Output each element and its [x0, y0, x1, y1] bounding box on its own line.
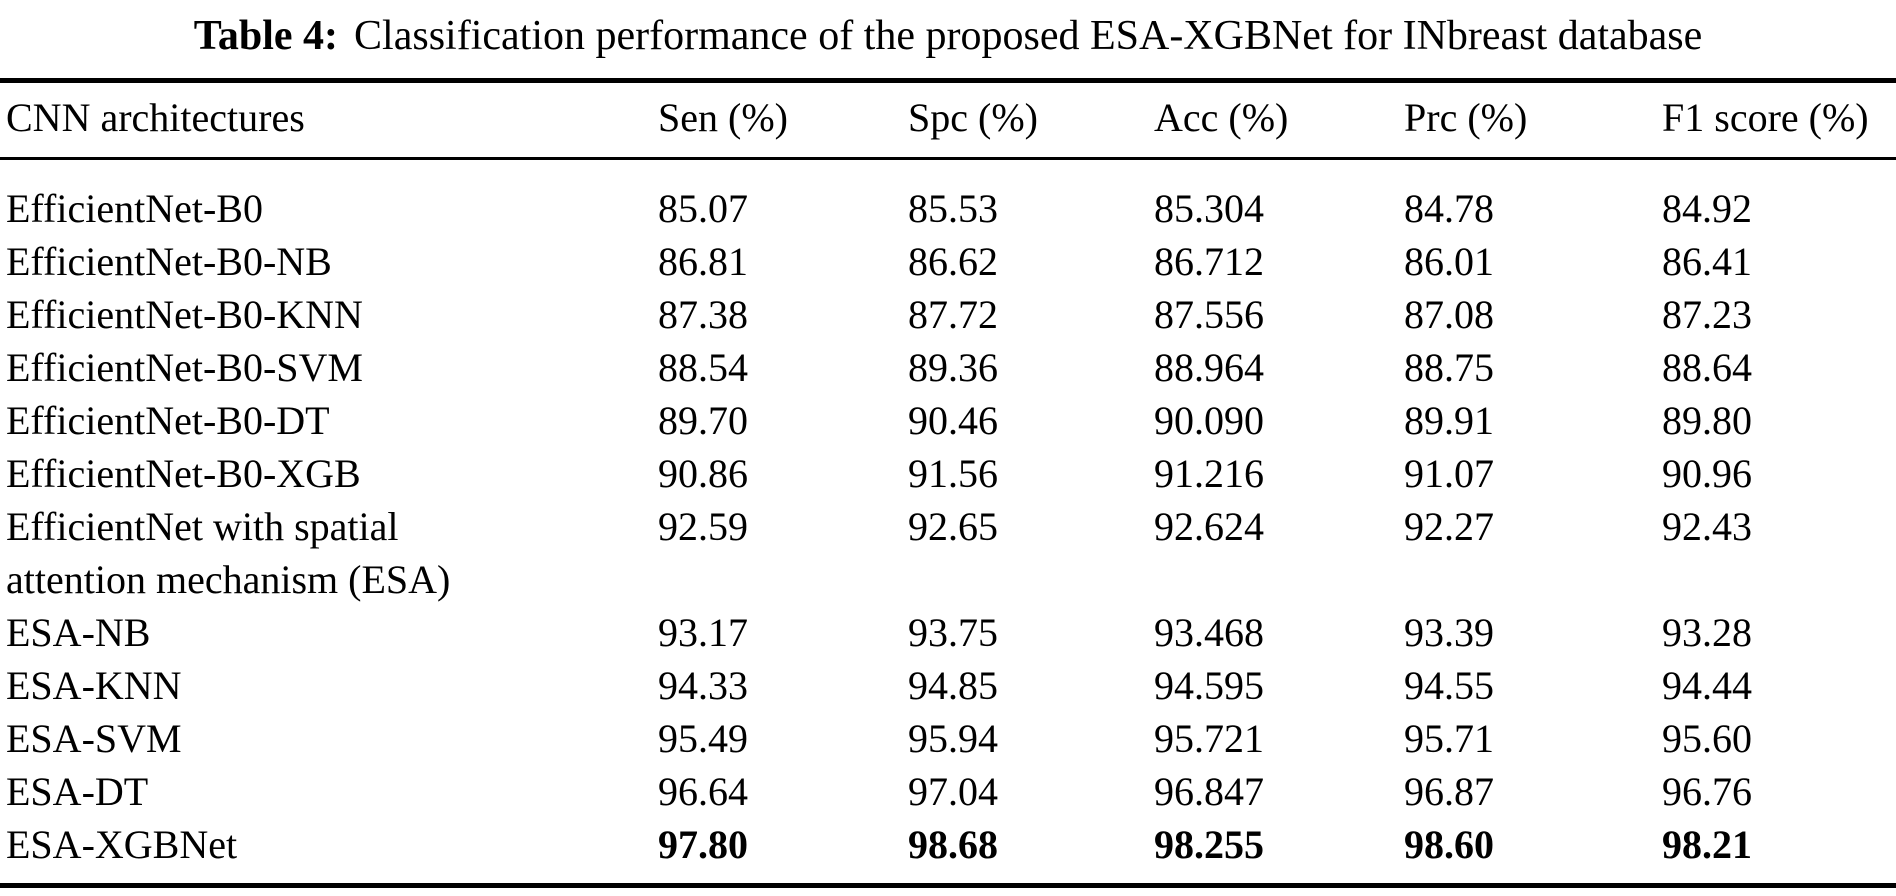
value-cell: 91.07: [1404, 451, 1494, 496]
table-row: EfficientNet-B0-KNN 87.38 87.72 87.556 87.08…: [0, 288, 1896, 341]
value-cell: 90.46: [908, 398, 998, 443]
architecture-cell: ESA-XGBNet: [6, 822, 238, 867]
value-cell: 98.21: [1662, 822, 1752, 867]
value-cell: 86.712: [1154, 239, 1264, 284]
value-cell: 97.04: [908, 769, 998, 814]
table-row: EfficientNet-B0-DT 89.70 90.46 90.090 89.91 8…: [0, 394, 1896, 447]
value-cell: 86.01: [1404, 239, 1494, 284]
table-caption-label: Table 4:: [193, 13, 339, 59]
value-cell: 85.53: [908, 186, 998, 231]
value-cell: 93.28: [1662, 610, 1752, 655]
value-cell: 92.65: [908, 504, 998, 549]
value-cell: 96.64: [658, 769, 748, 814]
value-cell: 94.55: [1404, 663, 1494, 708]
value-cell: 94.44: [1662, 663, 1752, 708]
value-cell: 96.847: [1154, 769, 1264, 814]
value-cell: 96.76: [1662, 769, 1752, 814]
value-cell: 92.624: [1154, 504, 1264, 549]
table-row: EfficientNet-B0-SVM 88.54 89.36 88.964 88.75…: [0, 341, 1896, 394]
value-cell: 96.87: [1404, 769, 1494, 814]
architecture-cell: ESA-NB: [6, 610, 151, 655]
value-cell: 86.41: [1662, 239, 1752, 284]
value-cell: 89.36: [908, 345, 998, 390]
value-cell: 87.556: [1154, 292, 1264, 337]
architecture-cell: ESA-KNN: [6, 663, 182, 708]
value-cell: 94.33: [658, 663, 748, 708]
value-cell: 94.595: [1154, 663, 1264, 708]
value-cell: 92.43: [1662, 504, 1752, 549]
table-caption-text: Classification performance of the propos…: [354, 13, 1703, 59]
value-cell: 88.54: [658, 345, 748, 390]
value-cell: 93.39: [1404, 610, 1494, 655]
value-cell: 93.75: [908, 610, 998, 655]
architecture-cell: ESA-DT: [6, 769, 149, 814]
architecture-cell: EfficientNet-B0-XGB: [6, 451, 361, 496]
value-cell: 84.92: [1662, 186, 1752, 231]
architecture-cell: ESA-SVM: [6, 716, 182, 761]
value-cell: 90.86: [658, 451, 748, 496]
value-cell: 87.08: [1404, 292, 1494, 337]
architecture-cell: EfficientNet-B0-NB: [6, 239, 332, 284]
table-row: ESA-DT 96.64 97.04 96.847 96.87 96.76: [0, 765, 1896, 818]
value-cell: 87.72: [908, 292, 998, 337]
table-body: EfficientNet-B0 85.07 85.53 85.304 84.78 84.9…: [0, 159, 1896, 886]
value-cell: 95.71: [1404, 716, 1494, 761]
table-row: ESA-KNN 94.33 94.85 94.595 94.55 94.44: [0, 659, 1896, 712]
value-cell: 95.721: [1154, 716, 1264, 761]
value-cell: 95.60: [1662, 716, 1752, 761]
value-cell: 98.68: [908, 822, 998, 867]
value-cell: 87.38: [658, 292, 748, 337]
column-header-f1-score: F1 score (%): [1656, 80, 1896, 160]
value-cell: 95.49: [658, 716, 748, 761]
value-cell: 93.468: [1154, 610, 1264, 655]
value-cell: 85.07: [658, 186, 748, 231]
column-header-architectures: CNN architectures: [0, 80, 652, 160]
table-row: EfficientNet-B0 85.07 85.53 85.304 84.78 84.9…: [0, 159, 1896, 236]
value-cell: 85.304: [1154, 186, 1264, 231]
value-cell: 89.80: [1662, 398, 1752, 443]
column-header-spc: Spc (%): [902, 80, 1148, 160]
value-cell: 92.59: [658, 504, 748, 549]
value-cell: 94.85: [908, 663, 998, 708]
table-row: ESA-XGBNet 97.80 98.68 98.255 98.60 98.21: [0, 818, 1896, 886]
value-cell: 88.964: [1154, 345, 1264, 390]
value-cell: 91.56: [908, 451, 998, 496]
architecture-cell: EfficientNet-B0: [6, 186, 263, 231]
value-cell: 89.70: [658, 398, 748, 443]
table-row: EfficientNet-B0-XGB 90.86 91.56 91.216 91.07…: [0, 447, 1896, 500]
table-row: EfficientNet with spatial attention mech…: [0, 500, 1896, 606]
table-row: EfficientNet-B0-NB 86.81 86.62 86.712 86.01 8…: [0, 235, 1896, 288]
value-cell: 97.80: [658, 822, 748, 867]
value-cell: 86.81: [658, 239, 748, 284]
value-cell: 88.64: [1662, 345, 1752, 390]
value-cell: 95.94: [908, 716, 998, 761]
value-cell: 88.75: [1404, 345, 1494, 390]
architecture-cell: EfficientNet-B0-SVM: [6, 345, 363, 390]
value-cell: 86.62: [908, 239, 998, 284]
value-cell: 98.60: [1404, 822, 1494, 867]
column-header-prc: Prc (%): [1398, 80, 1656, 160]
column-header-sen: Sen (%): [652, 80, 902, 160]
value-cell: 98.255: [1154, 822, 1264, 867]
value-cell: 93.17: [658, 610, 748, 655]
column-header-acc: Acc (%): [1148, 80, 1398, 160]
value-cell: 91.216: [1154, 451, 1264, 496]
table-row: ESA-SVM 95.49 95.94 95.721 95.71 95.60: [0, 712, 1896, 765]
value-cell: 92.27: [1404, 504, 1494, 549]
value-cell: 84.78: [1404, 186, 1494, 231]
value-cell: 87.23: [1662, 292, 1752, 337]
header-row: CNN architectures Sen (%) Spc (%) Acc (%) Pr…: [0, 80, 1896, 160]
value-cell: 90.090: [1154, 398, 1264, 443]
architecture-cell: EfficientNet-B0-KNN: [6, 292, 363, 337]
performance-table: CNN architectures Sen (%) Spc (%) Acc (%) Pr…: [0, 78, 1896, 888]
value-cell: 90.96: [1662, 451, 1752, 496]
architecture-cell: EfficientNet-B0-DT: [6, 398, 330, 443]
table-caption: Table 4: Classification performance of th…: [0, 0, 1896, 62]
architecture-cell: EfficientNet with spatial attention mech…: [6, 504, 451, 602]
value-cell: 89.91: [1404, 398, 1494, 443]
table-row: ESA-NB 93.17 93.75 93.468 93.39 93.28: [0, 606, 1896, 659]
